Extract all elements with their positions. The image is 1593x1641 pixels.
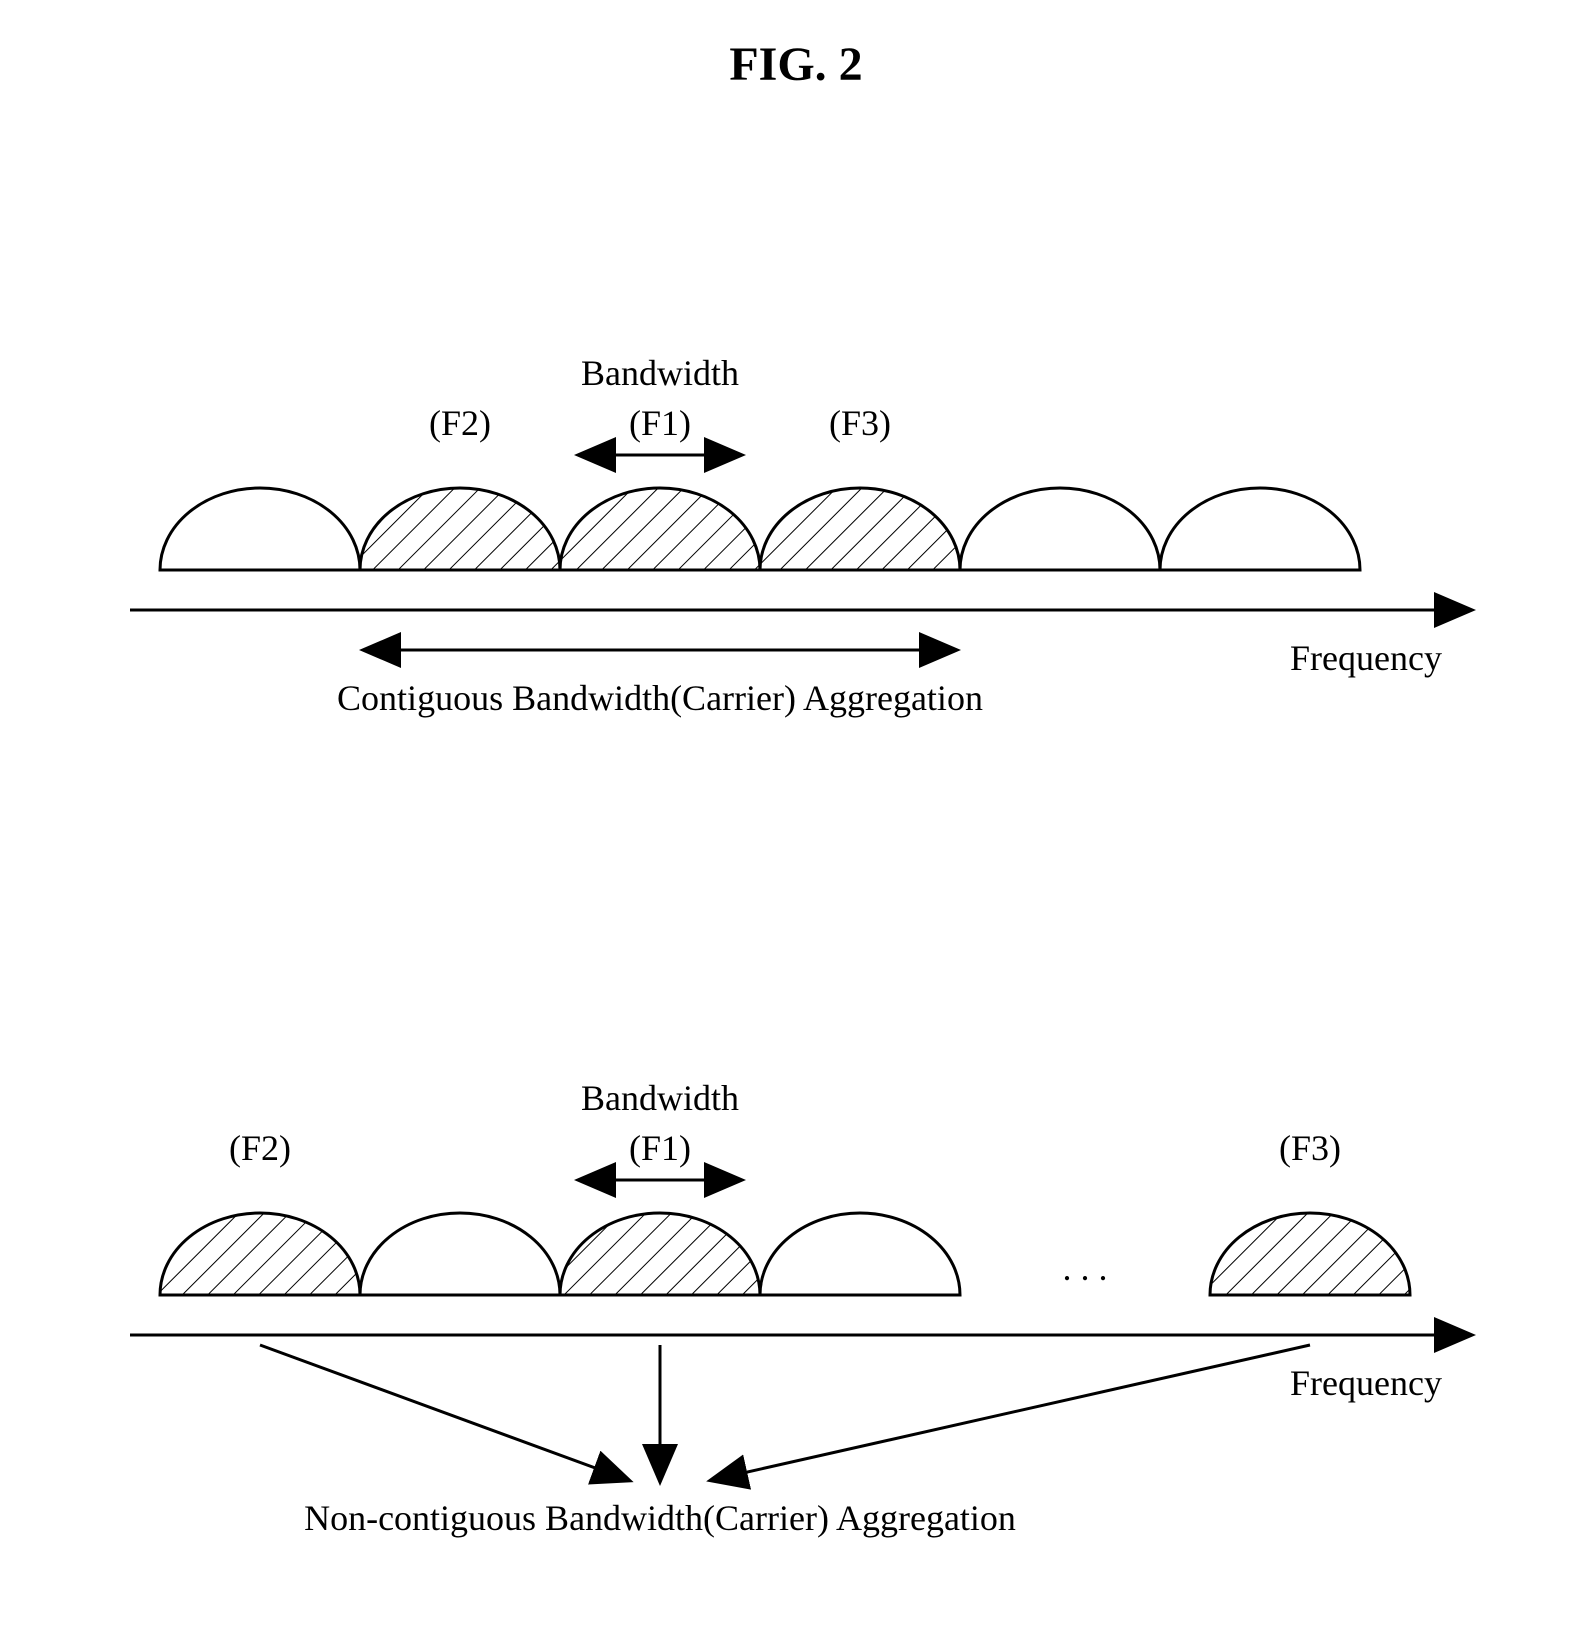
carrier-label: (F2): [229, 1128, 291, 1168]
carrier-label: (F1): [629, 1128, 691, 1168]
carrier-hump-fill: [560, 488, 760, 570]
noncontiguous-caption: Non-contiguous Bandwidth(Carrier) Aggreg…: [304, 1498, 1016, 1538]
carrier-hump-fill: [1210, 1213, 1410, 1295]
ellipsis: . . .: [1063, 1248, 1108, 1288]
carrier-hump: [160, 488, 360, 570]
carrier-hump-fill: [160, 1213, 360, 1295]
converge-arrow: [260, 1345, 628, 1480]
axis-label-frequency: Frequency: [1290, 1363, 1442, 1403]
axis-label-frequency: Frequency: [1290, 638, 1442, 678]
carrier-hump-fill: [360, 488, 560, 570]
carrier-hump: [960, 488, 1160, 570]
carrier-hump-fill: [560, 1213, 760, 1295]
carrier-hump: [760, 1213, 960, 1295]
carrier-hump: [1160, 488, 1360, 570]
carrier-hump: [360, 1213, 560, 1295]
figure-title: FIG. 2: [729, 38, 862, 91]
figure-page: FIG. 2 (F2) (F1) (F3) Bandwidth Frequency Cont…: [0, 0, 1593, 1641]
carrier-label: (F3): [1279, 1128, 1341, 1168]
bandwidth-label: Bandwidth: [581, 1078, 739, 1118]
bandwidth-label: Bandwidth: [581, 353, 739, 393]
converge-arrow: [712, 1345, 1310, 1480]
contiguous-caption: Contiguous Bandwidth(Carrier) Aggregatio…: [337, 678, 983, 718]
carrier-label: (F3): [829, 403, 891, 443]
carrier-hump-fill: [760, 488, 960, 570]
carrier-label: (F1): [629, 403, 691, 443]
figure-svg: FIG. 2 (F2) (F1) (F3) Bandwidth Frequency Cont…: [0, 0, 1593, 1641]
carrier-label: (F2): [429, 403, 491, 443]
